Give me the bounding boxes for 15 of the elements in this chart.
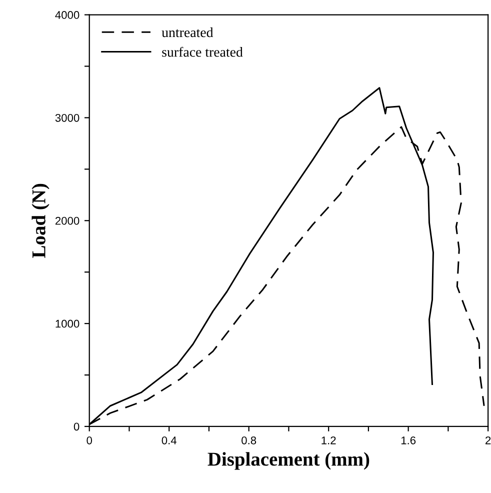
y-tick-label: 0 bbox=[74, 422, 80, 431]
x-tick-label: 0.4 bbox=[162, 436, 176, 444]
legend-label: surface treated bbox=[162, 46, 243, 57]
x-tick-label: 0 bbox=[86, 436, 92, 444]
x-tick-label: 2 bbox=[486, 436, 491, 444]
x-tick-label: 1.2 bbox=[322, 436, 336, 444]
x-tick-label: 1.6 bbox=[401, 436, 416, 444]
y-tick-label: 1000 bbox=[56, 320, 80, 328]
x-axis-title: Displacement (mm) bbox=[208, 452, 370, 470]
y-axis-title: Load (N) bbox=[32, 184, 50, 258]
y-tick-label: 4000 bbox=[55, 11, 80, 19]
y-tick-label: 3000 bbox=[55, 114, 80, 122]
legend-label: untreated bbox=[162, 27, 214, 38]
y-tick-label: 2000 bbox=[55, 216, 80, 225]
x-tick-label: 0.8 bbox=[242, 436, 256, 444]
